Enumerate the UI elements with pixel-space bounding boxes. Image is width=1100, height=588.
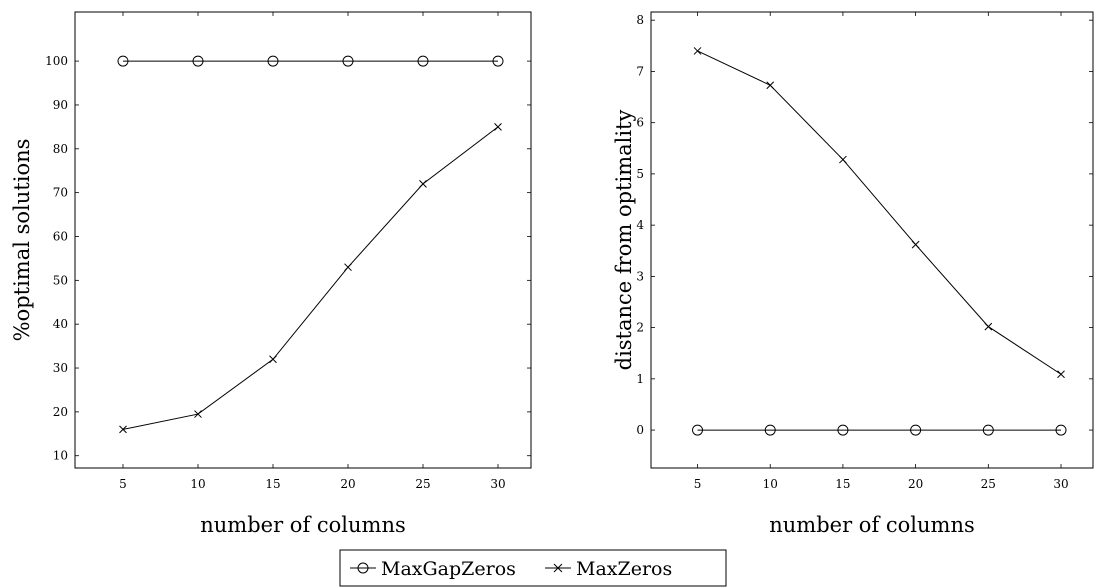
y-tick-label: 5: [636, 167, 644, 181]
data-point-circle: [692, 424, 704, 436]
x-tick-label: 5: [119, 477, 127, 491]
data-point-cross: [194, 410, 202, 418]
data-point-cross: [839, 155, 847, 164]
legend-box: [339, 549, 727, 587]
y-tick-label: 7: [636, 64, 644, 78]
data-point-cross: [269, 355, 277, 364]
data-point-circle: [764, 424, 776, 436]
data-point-circle: [117, 55, 129, 67]
x-tick-label: 30: [490, 477, 505, 491]
y-tick-label: 70: [53, 186, 68, 200]
legend-marker-circle-icon: [357, 562, 369, 574]
data-point-cross: [1057, 370, 1065, 379]
y-tick-label: 30: [53, 361, 68, 375]
data-point-cross: [766, 81, 775, 90]
y-tick-label: 60: [53, 229, 68, 243]
y-tick-label: 50: [53, 273, 68, 287]
plot-frame: [650, 11, 1094, 469]
y-tick-label: 1: [636, 372, 644, 386]
x-tick-label: 10: [763, 477, 778, 491]
data-point-circle: [342, 55, 354, 67]
y-tick-label: 0: [636, 423, 644, 437]
y-axis-title: %optimal solutions: [10, 139, 34, 342]
y-tick-label: 90: [53, 98, 68, 112]
data-point-cross: [911, 240, 920, 249]
y-tick-label: 8: [636, 13, 644, 27]
x-tick-label: 10: [190, 477, 205, 491]
x-tick-label: 25: [415, 477, 430, 491]
y-axis-title: distance from optimality: [612, 110, 636, 371]
y-tick-label: 6: [636, 116, 644, 130]
x-tick-label: 30: [1053, 477, 1068, 491]
data-point-circle: [492, 55, 504, 67]
chart-distance-from-optimality: 5 10 15 20 25 30 0 1 2 3 4 5 6 7 8 number of columns dis…: [612, 11, 1094, 537]
x-tick-label: 15: [265, 477, 280, 491]
data-point-circle: [982, 424, 994, 436]
data-point-circle: [192, 55, 204, 67]
y-tick-label: 3: [636, 269, 644, 283]
legend-label-maxzeros: MaxZeros: [576, 558, 672, 580]
data-point-cross: [344, 263, 352, 272]
y-tick-label: 2: [636, 321, 644, 335]
data-point-cross: [984, 322, 993, 331]
data-point-cross: [419, 180, 427, 188]
x-axis-title: number of columns: [769, 513, 975, 537]
x-tick-label: 5: [694, 477, 702, 491]
y-tick-label: 100: [45, 54, 68, 68]
data-point-cross: [119, 425, 127, 434]
x-axis-title: number of columns: [200, 513, 406, 537]
legend-label-maxgapzeros: MaxGapZeros: [381, 558, 516, 580]
legend-marker-cross-icon: [553, 563, 563, 573]
y-tick-label: 40: [53, 317, 68, 331]
y-tick-label: 20: [53, 405, 68, 419]
x-tick-label: 20: [340, 477, 355, 491]
data-point-circle: [837, 424, 849, 436]
data-point-circle: [910, 424, 922, 436]
legend: MaxGapZeros MaxZeros: [339, 549, 727, 587]
y-tick-label: 4: [636, 218, 644, 232]
data-point-circle: [267, 55, 279, 67]
chart-percent-optimal: 5 10 15 20 25 30 10 20 30 40 50 60 70 80 90 100 number o…: [10, 11, 532, 537]
x-tick-label: 15: [835, 477, 850, 491]
plot-frame: [74, 11, 532, 469]
series-line-maxzeros: [122, 126, 499, 430]
data-point-cross: [494, 123, 502, 131]
data-point-cross: [693, 47, 702, 55]
series-line-maxzeros: [697, 50, 1062, 375]
y-tick-label: 80: [53, 142, 68, 156]
data-point-circle: [1055, 424, 1067, 436]
x-tick-label: 25: [981, 477, 996, 491]
y-tick-label: 10: [53, 449, 68, 463]
x-tick-label: 20: [908, 477, 923, 491]
data-point-circle: [417, 55, 429, 67]
